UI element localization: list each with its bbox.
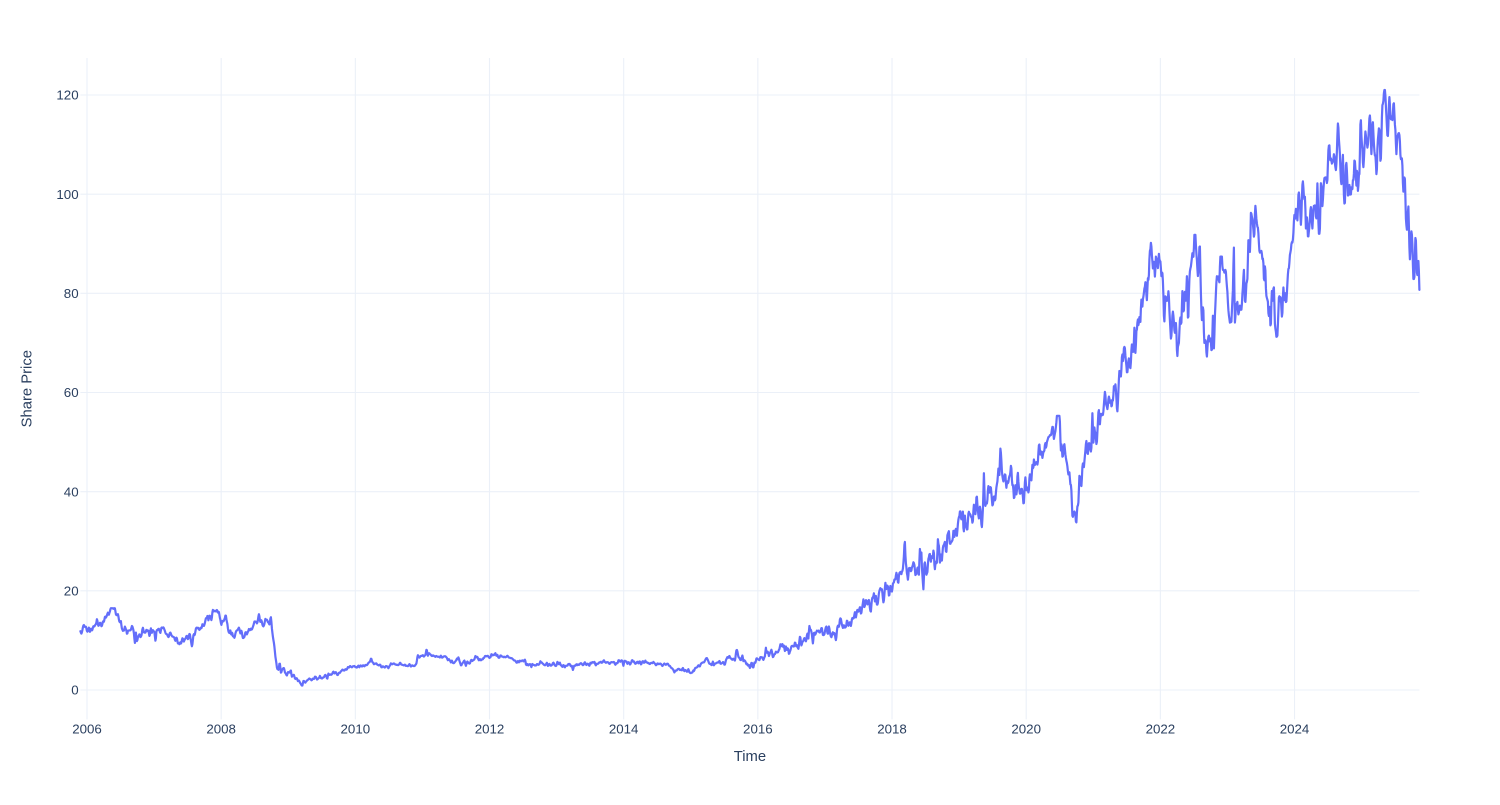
- svg-text:2020: 2020: [1011, 721, 1041, 736]
- svg-text:Time: Time: [734, 749, 766, 765]
- svg-text:120: 120: [56, 88, 78, 103]
- svg-text:2014: 2014: [609, 721, 639, 736]
- svg-text:0: 0: [71, 683, 78, 698]
- svg-text:2016: 2016: [743, 721, 773, 736]
- svg-text:2018: 2018: [877, 721, 907, 736]
- svg-text:Share Price: Share Price: [19, 350, 35, 427]
- svg-text:20: 20: [64, 584, 79, 599]
- svg-text:2006: 2006: [72, 721, 102, 736]
- svg-text:2024: 2024: [1280, 721, 1310, 736]
- svg-text:100: 100: [56, 187, 78, 202]
- svg-text:60: 60: [64, 385, 79, 400]
- svg-text:2022: 2022: [1146, 721, 1176, 736]
- svg-text:2008: 2008: [206, 721, 236, 736]
- svg-text:2010: 2010: [341, 721, 371, 736]
- svg-text:80: 80: [64, 286, 79, 301]
- svg-text:40: 40: [64, 484, 79, 499]
- svg-text:2012: 2012: [475, 721, 505, 736]
